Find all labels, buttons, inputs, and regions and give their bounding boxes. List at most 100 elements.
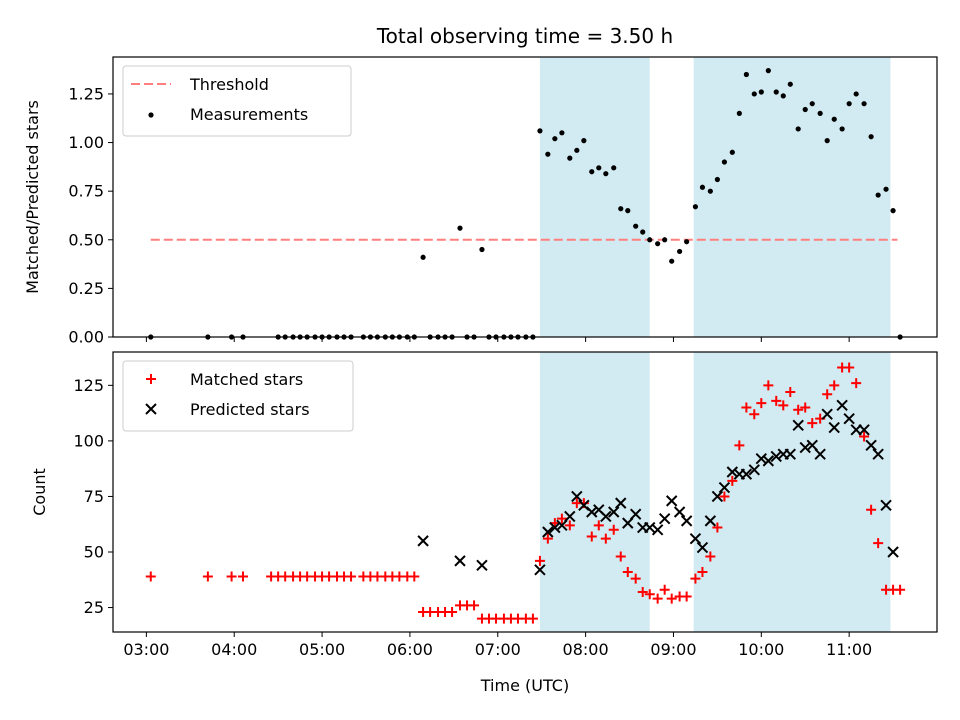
matched-star-point (727, 475, 738, 486)
measurement-point (662, 237, 668, 243)
measurement-point (853, 91, 859, 97)
matched-star-point (542, 533, 553, 544)
matched-star-point (690, 573, 701, 584)
top-axes-frame (112, 56, 938, 338)
x-tick-label: 07:00 (475, 640, 521, 659)
series-predicted-stars (417, 399, 899, 576)
measurement-point (625, 208, 631, 214)
matched-star-point (822, 389, 833, 400)
y-tick-label: 1.00 (68, 133, 104, 152)
predicted-star-point (748, 464, 760, 476)
x-tick-label: 10:00 (738, 640, 784, 659)
measurement-point (655, 241, 661, 247)
matched-star-point (202, 571, 213, 582)
predicted-star-point (476, 559, 488, 572)
predicted-star-point (784, 448, 797, 460)
predicted-star-point (828, 421, 840, 434)
matched-star-point (564, 520, 575, 531)
bottom-shaded-regions (539, 352, 891, 632)
matched-star-point (866, 504, 877, 515)
matched-star-point (534, 555, 545, 566)
predicted-star-point (755, 452, 768, 465)
legend-box (122, 65, 352, 137)
y-tick-label: 125 (73, 376, 104, 395)
measurement-point (883, 186, 889, 192)
measurement-point (721, 159, 728, 165)
matched-star-point (895, 584, 906, 595)
predicted-star-point (622, 517, 634, 529)
matched-star-point (741, 402, 752, 413)
matched-star-point (586, 531, 597, 542)
predicted-star-point (644, 521, 656, 534)
predicted-star-point (556, 519, 568, 532)
predicted-star-point (740, 468, 753, 480)
predicted-star-point (887, 546, 899, 558)
measurement-point (831, 116, 837, 122)
predicted-star-point (799, 441, 811, 454)
matched-star-point (756, 398, 767, 409)
shaded-interval-1 (539, 352, 650, 632)
measurement-point (890, 208, 896, 214)
predicted-star-point (651, 524, 664, 536)
matched-star-point (145, 571, 156, 582)
matched-star-point (873, 538, 884, 549)
predicted-star-point (665, 495, 678, 507)
top-y-axis-label: Matched/Predicted stars (23, 100, 42, 294)
predicted-star-point (880, 499, 892, 512)
measurement-point (596, 165, 602, 171)
predicted-star-point (865, 439, 877, 452)
predicted-star-point (696, 541, 709, 554)
measurement-point (714, 176, 720, 183)
predicted-star-point (673, 506, 686, 518)
legend-label: Threshold (189, 75, 269, 94)
y-tick-label: 0.50 (68, 230, 104, 249)
measurement-point (765, 68, 771, 74)
matched-star-point (556, 513, 567, 524)
matched-star-point (600, 533, 611, 544)
predicted-star-point (770, 450, 782, 463)
matched-star-point (793, 404, 804, 415)
matched-star-point (615, 551, 626, 562)
matched-star-point (800, 402, 811, 413)
series-matched-stars (145, 362, 906, 624)
matched-star-point (859, 431, 870, 442)
matched-star-point (771, 395, 782, 406)
matched-star-point (763, 380, 774, 391)
predicted-star-point (711, 490, 724, 503)
predicted-star-point (571, 490, 583, 503)
measurement-point (420, 254, 426, 260)
top-shaded-regions (539, 57, 891, 337)
y-tick-label: 100 (73, 431, 104, 450)
predicted-star-point (534, 564, 546, 576)
predicted-star-point (806, 439, 818, 452)
bottom-panel: 03:00 04:00 05:00 06:00 07:00 08:00 09:00 10:00… (30, 351, 938, 695)
matched-star-point (659, 584, 670, 595)
top-panel: 0.00 0.25 0.50 0.75 1.00 1.25 Matched/Predict… (23, 56, 938, 347)
matched-star-point (807, 418, 818, 429)
matched-star-point (666, 593, 677, 604)
matched-star-point (785, 387, 796, 397)
measurement-point (559, 130, 565, 136)
measurement-point (839, 126, 845, 132)
matched-star-point (734, 440, 745, 451)
legend-label: Matched stars (190, 370, 303, 389)
measurement-point (633, 223, 639, 229)
matched-star-point (608, 524, 619, 535)
matched-star-point (851, 378, 862, 389)
y-tick-label: 0.25 (68, 279, 104, 298)
x-tick-label: 09:00 (650, 640, 696, 659)
measurement-point (552, 136, 558, 142)
predicted-star-point (726, 466, 739, 478)
measurement-point (787, 81, 793, 87)
x-tick-label: 08:00 (563, 640, 609, 659)
top-legend: Threshold Measurements (122, 65, 352, 137)
matched-star-point (630, 573, 641, 584)
matched-star-point (447, 607, 458, 617)
legend-label: Predicted stars (190, 400, 310, 419)
predicted-star-point (858, 424, 870, 436)
measurement-point (699, 184, 706, 190)
measurement-point (868, 134, 874, 140)
measurement-point (736, 110, 742, 116)
measurement-point (729, 149, 735, 155)
matched-star-point (705, 551, 716, 562)
